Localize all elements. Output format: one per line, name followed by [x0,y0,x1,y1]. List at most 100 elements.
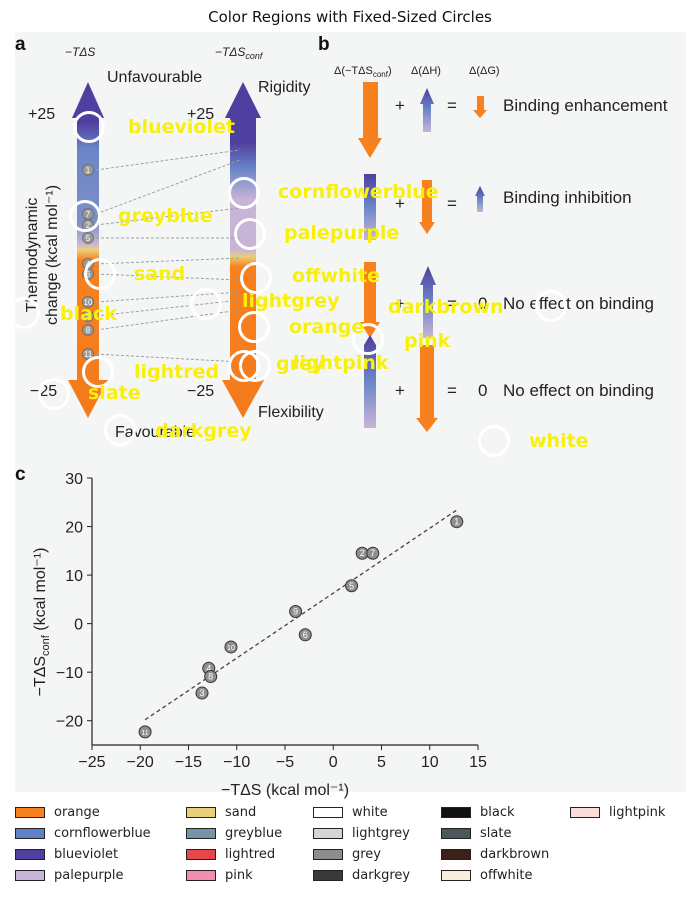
b-header-3: Δ(ΔG) [469,65,500,77]
legend-item-lightgrey: lightgrey [313,826,410,841]
data-point-1 [450,515,464,529]
legend-label: sand [225,805,257,820]
b4-zero: 0 [478,381,487,400]
plus25-left: +25 [28,106,55,123]
scatter-chart: −25 −20 −15 −10 −5 0 5 10 15 −20 −10 0 10 20 30 1 2 7 5 9 6 1… [56,471,487,771]
label-cornflowerblue: cornflowerblue [278,181,439,203]
legend-swatch [313,828,343,839]
label-lightgrey: lightgrey [242,290,340,312]
bar-marker-3 [82,310,94,322]
legend-label: black [480,805,515,820]
legend-label: pink [225,868,253,883]
b2-arrow-1 [364,174,376,240]
bar-marker-8 [82,324,94,336]
legend-swatch [15,849,45,860]
data-point-label: 6 [303,630,308,640]
legend-swatch [313,807,343,818]
ring-blueviolet [73,111,105,143]
data-point-5 [345,579,359,593]
x-tick-label: −15 [175,754,202,771]
legend-item-offwhite: offwhite [441,868,533,883]
ring-darkgrey [104,414,136,446]
b2-text: Binding inhibition [503,188,632,207]
y-tick-label: 20 [65,520,83,537]
legend-swatch [186,828,216,839]
b2-arrow-2 [419,180,435,234]
label-grey: grey [276,353,325,375]
bar-marker-label: 10 [84,298,93,307]
legend-label: darkbrown [480,847,550,862]
bar-marker-label: 1 [86,166,91,175]
y-tick-label: 30 [65,471,83,488]
x-tick-label: −25 [78,754,105,771]
data-point-label: 3 [200,688,205,698]
b4-text: No effect on binding [503,381,654,400]
y-axis-label-line1: Thermodynamic [24,198,41,313]
data-point-label: 9 [293,607,298,617]
panel-b-letter: b [318,34,330,55]
minus25-right: −25 [187,383,214,400]
label-offwhite: offwhite [292,265,381,287]
legend-label: cornflowerblue [54,826,151,841]
label-lightpink: lightpink [293,352,389,374]
b4-arrow-2 [416,345,438,432]
connector-lines [95,149,241,363]
data-point-6 [298,628,312,642]
b3-zero: 0 [478,294,487,313]
legend-label: lightgrey [352,826,410,841]
b-row-4: + = 0 No effect on binding [364,335,654,432]
data-point-label: 5 [349,581,354,591]
b3-plus: + [395,294,405,313]
bar-marker-5 [82,232,94,244]
legend-swatch [15,870,45,881]
legend-label: orange [54,805,100,820]
col2-header: −TΔSconf [215,45,264,61]
bar-marker-label: 11 [84,350,93,359]
b2-plus: + [395,194,405,213]
legend-swatch [313,870,343,881]
ring-lightgrey [190,288,222,320]
legend-label: lightred [225,847,276,862]
ring-lightred [82,356,114,388]
label-sand: sand [134,263,186,285]
plus25-right: +25 [187,106,214,123]
bar-marker-label: 8 [86,326,91,335]
data-point-10 [224,640,238,654]
x-tick-label: −5 [276,754,294,771]
legend-label: offwhite [480,868,533,883]
data-point-label: 2 [360,548,365,558]
legend-item-grey: grey [313,847,381,862]
bar-marker-10 [82,296,94,308]
y-tick-label: −20 [56,714,83,731]
data-point-label: 11 [141,730,148,737]
label-orange: orange [289,316,365,338]
y-tick-label: 10 [65,568,83,585]
b1-arrow-1 [358,82,382,158]
ring-white [478,425,510,457]
ring-offwhite [240,262,272,294]
legend-item-pink: pink [186,868,253,883]
x-tick-label: 10 [421,754,439,771]
legend-item-white: white [313,805,388,820]
label-black: black [60,303,117,325]
ring-sand [84,258,116,290]
figure-background [15,32,686,792]
legend-label: darkgrey [352,868,411,883]
label-white: white [529,430,589,452]
b-row-2: + = Binding inhibition [364,174,632,240]
legend-item-lightpink: lightpink [570,805,665,820]
bar-marker-1 [82,164,94,176]
label-palepurple: palepurple [284,222,400,244]
x-tick-label: −20 [127,754,154,771]
ring-lightpink [239,350,271,382]
left-thermo-bar [68,82,108,418]
top-left-label: Unfavourable [107,69,202,86]
legend-item-orange: orange [15,805,100,820]
data-point-11 [138,725,152,739]
legend-label: lightpink [609,805,666,820]
data-point-label: 7 [370,548,375,558]
legend-label: slate [480,826,512,841]
legend-item-greyblue: greyblue [186,826,282,841]
data-point-label: 8 [208,672,213,682]
